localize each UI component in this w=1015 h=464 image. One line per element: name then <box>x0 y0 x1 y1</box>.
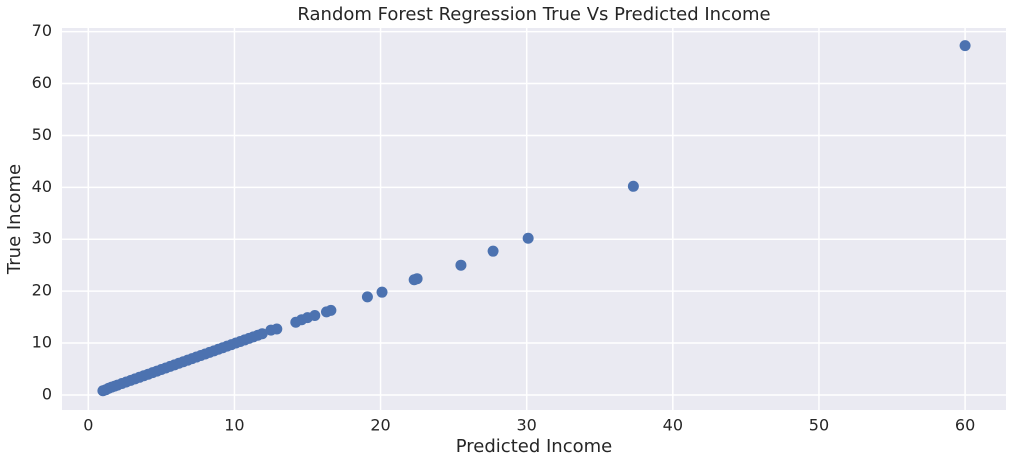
y-tick-label: 40 <box>32 177 52 196</box>
x-tick-label: 50 <box>809 416 829 435</box>
x-tick-label: 40 <box>663 416 683 435</box>
x-tick-label: 30 <box>517 416 537 435</box>
point <box>487 245 499 257</box>
point <box>455 259 467 271</box>
y-tick-label: 20 <box>32 281 52 300</box>
chart-title: Random Forest Regression True Vs Predict… <box>297 4 770 25</box>
point <box>271 323 283 335</box>
x-tick-label: 60 <box>955 416 975 435</box>
point <box>309 310 321 322</box>
point <box>627 180 639 192</box>
x-axis-label: Predicted Income <box>456 436 612 457</box>
y-tick-label: 50 <box>32 125 52 144</box>
point <box>256 328 268 340</box>
point <box>376 286 388 298</box>
point <box>522 232 534 244</box>
point <box>411 273 423 285</box>
point <box>325 304 337 316</box>
x-tick-label: 10 <box>224 416 244 435</box>
point <box>361 291 373 303</box>
point <box>959 40 971 52</box>
y-axis-label: True Income <box>4 164 25 275</box>
x-tick-label: 0 <box>83 416 93 435</box>
y-tick-label: 70 <box>32 21 52 40</box>
y-tick-label: 0 <box>42 384 52 403</box>
y-tick-label: 60 <box>32 73 52 92</box>
y-tick-label: 10 <box>32 333 52 352</box>
y-tick-label: 30 <box>32 229 52 248</box>
x-tick-label: 20 <box>370 416 390 435</box>
